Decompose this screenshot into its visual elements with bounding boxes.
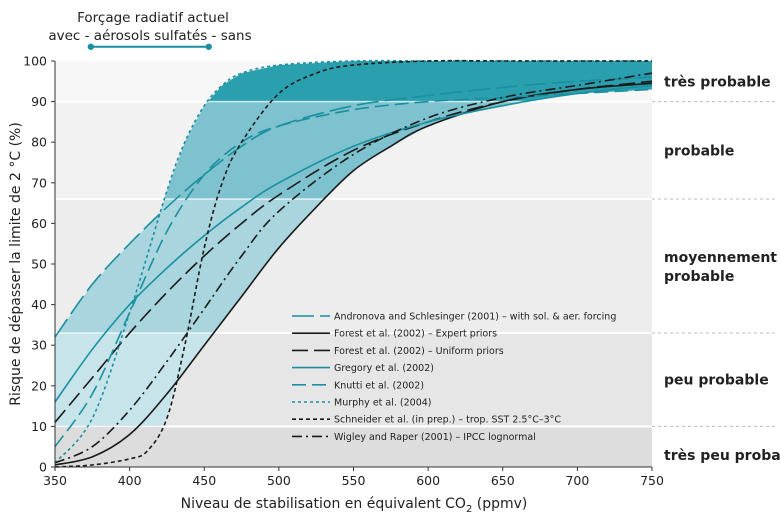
band-labels: très probable probable moyennement probable…: [652, 74, 780, 464]
legend: Andronova and Schlesinger (2001) – with …: [292, 312, 616, 443]
x-tick-label-8: 750: [640, 473, 664, 488]
legend-label-1: Forest et al. (2002) – Expert priors: [334, 329, 497, 340]
forcing-indicator: Forçage radiatif actuel avec - aérosols …: [48, 10, 252, 50]
x-axis-label-subscript: 2: [466, 504, 472, 515]
y-tick-label-2: 20: [31, 378, 47, 393]
y-tick-label-4: 40: [31, 297, 47, 312]
legend-label-5: Murphy et al. (2004): [334, 398, 432, 409]
band-separator-1: [55, 198, 652, 201]
band-label-1: probable: [664, 143, 734, 159]
x-tick-label-5: 600: [416, 473, 440, 488]
y-axis-label: Risque de dépasser la limite de 2 °C (%): [8, 122, 24, 406]
band-separator-2: [55, 332, 652, 335]
y-tick-label-6: 60: [31, 216, 47, 231]
legend-label-7: Wigley and Raper (2001) – IPCC lognormal: [334, 432, 536, 443]
series-lines: [54, 59, 653, 468]
y-tick-label-7: 70: [31, 175, 47, 190]
band-label-0: très probable: [664, 74, 771, 90]
forcing-dot-with-aerosols: [87, 43, 95, 50]
envelope-separator-0: [55, 100, 652, 103]
x-axis-label-units: (ppmv): [472, 496, 527, 512]
x-axis-label-main: Niveau de stabilisation en équivalent CO: [181, 496, 466, 512]
band-label-2: moyennement: [664, 250, 777, 266]
legend-label-6: Schneider et al. (in prep.) – trop. SST …: [334, 415, 561, 426]
band-label-2-line2: probable: [664, 269, 734, 285]
x-tick-label-7: 700: [565, 473, 589, 488]
axes: 0 10 20 30 40 50 60 70 80 90 100 350 400 450 500 550 600…: [23, 54, 664, 489]
x-tick-label-0: 350: [43, 473, 67, 488]
forcing-subtitle: avec - aérosols sulfatés - sans: [48, 28, 251, 44]
series-line-2: [54, 80, 653, 423]
legend-label-4: Knutti et al. (2002): [334, 380, 424, 391]
series-line-7: [54, 72, 653, 464]
forcing-dot-without-aerosols: [205, 43, 212, 50]
series-line-0: [54, 76, 653, 338]
y-tick-label-9: 90: [31, 94, 47, 109]
series-line-3: [54, 84, 653, 403]
legend-label-2: Forest et al. (2002) – Uniform priors: [334, 346, 504, 357]
y-tick-label-1: 10: [31, 419, 47, 434]
y-tick-label-10: 100: [23, 54, 47, 69]
x-tick-label-4: 550: [342, 473, 366, 488]
legend-label-3: Gregory et al. (2002): [334, 363, 434, 374]
y-tick-label-3: 30: [31, 338, 47, 353]
x-tick-label-2: 450: [192, 473, 216, 488]
y-tick-label-8: 80: [31, 135, 47, 150]
y-tick-label-5: 50: [31, 257, 47, 272]
x-axis-label: Niveau de stabilisation en équivalent CO…: [181, 496, 528, 515]
x-tick-label-3: 500: [267, 473, 291, 488]
band-separator-3: [55, 425, 652, 428]
x-tick-label-6: 650: [491, 473, 515, 488]
forcing-title: Forçage radiatif actuel: [77, 10, 229, 26]
x-tick-label-1: 400: [118, 473, 142, 488]
legend-label-0: Andronova and Schlesinger (2001) – with …: [334, 312, 616, 323]
band-label-4: très peu probable: [664, 448, 780, 464]
band-label-3: peu probable: [664, 373, 769, 389]
y-tick-label-0: 0: [39, 460, 47, 475]
